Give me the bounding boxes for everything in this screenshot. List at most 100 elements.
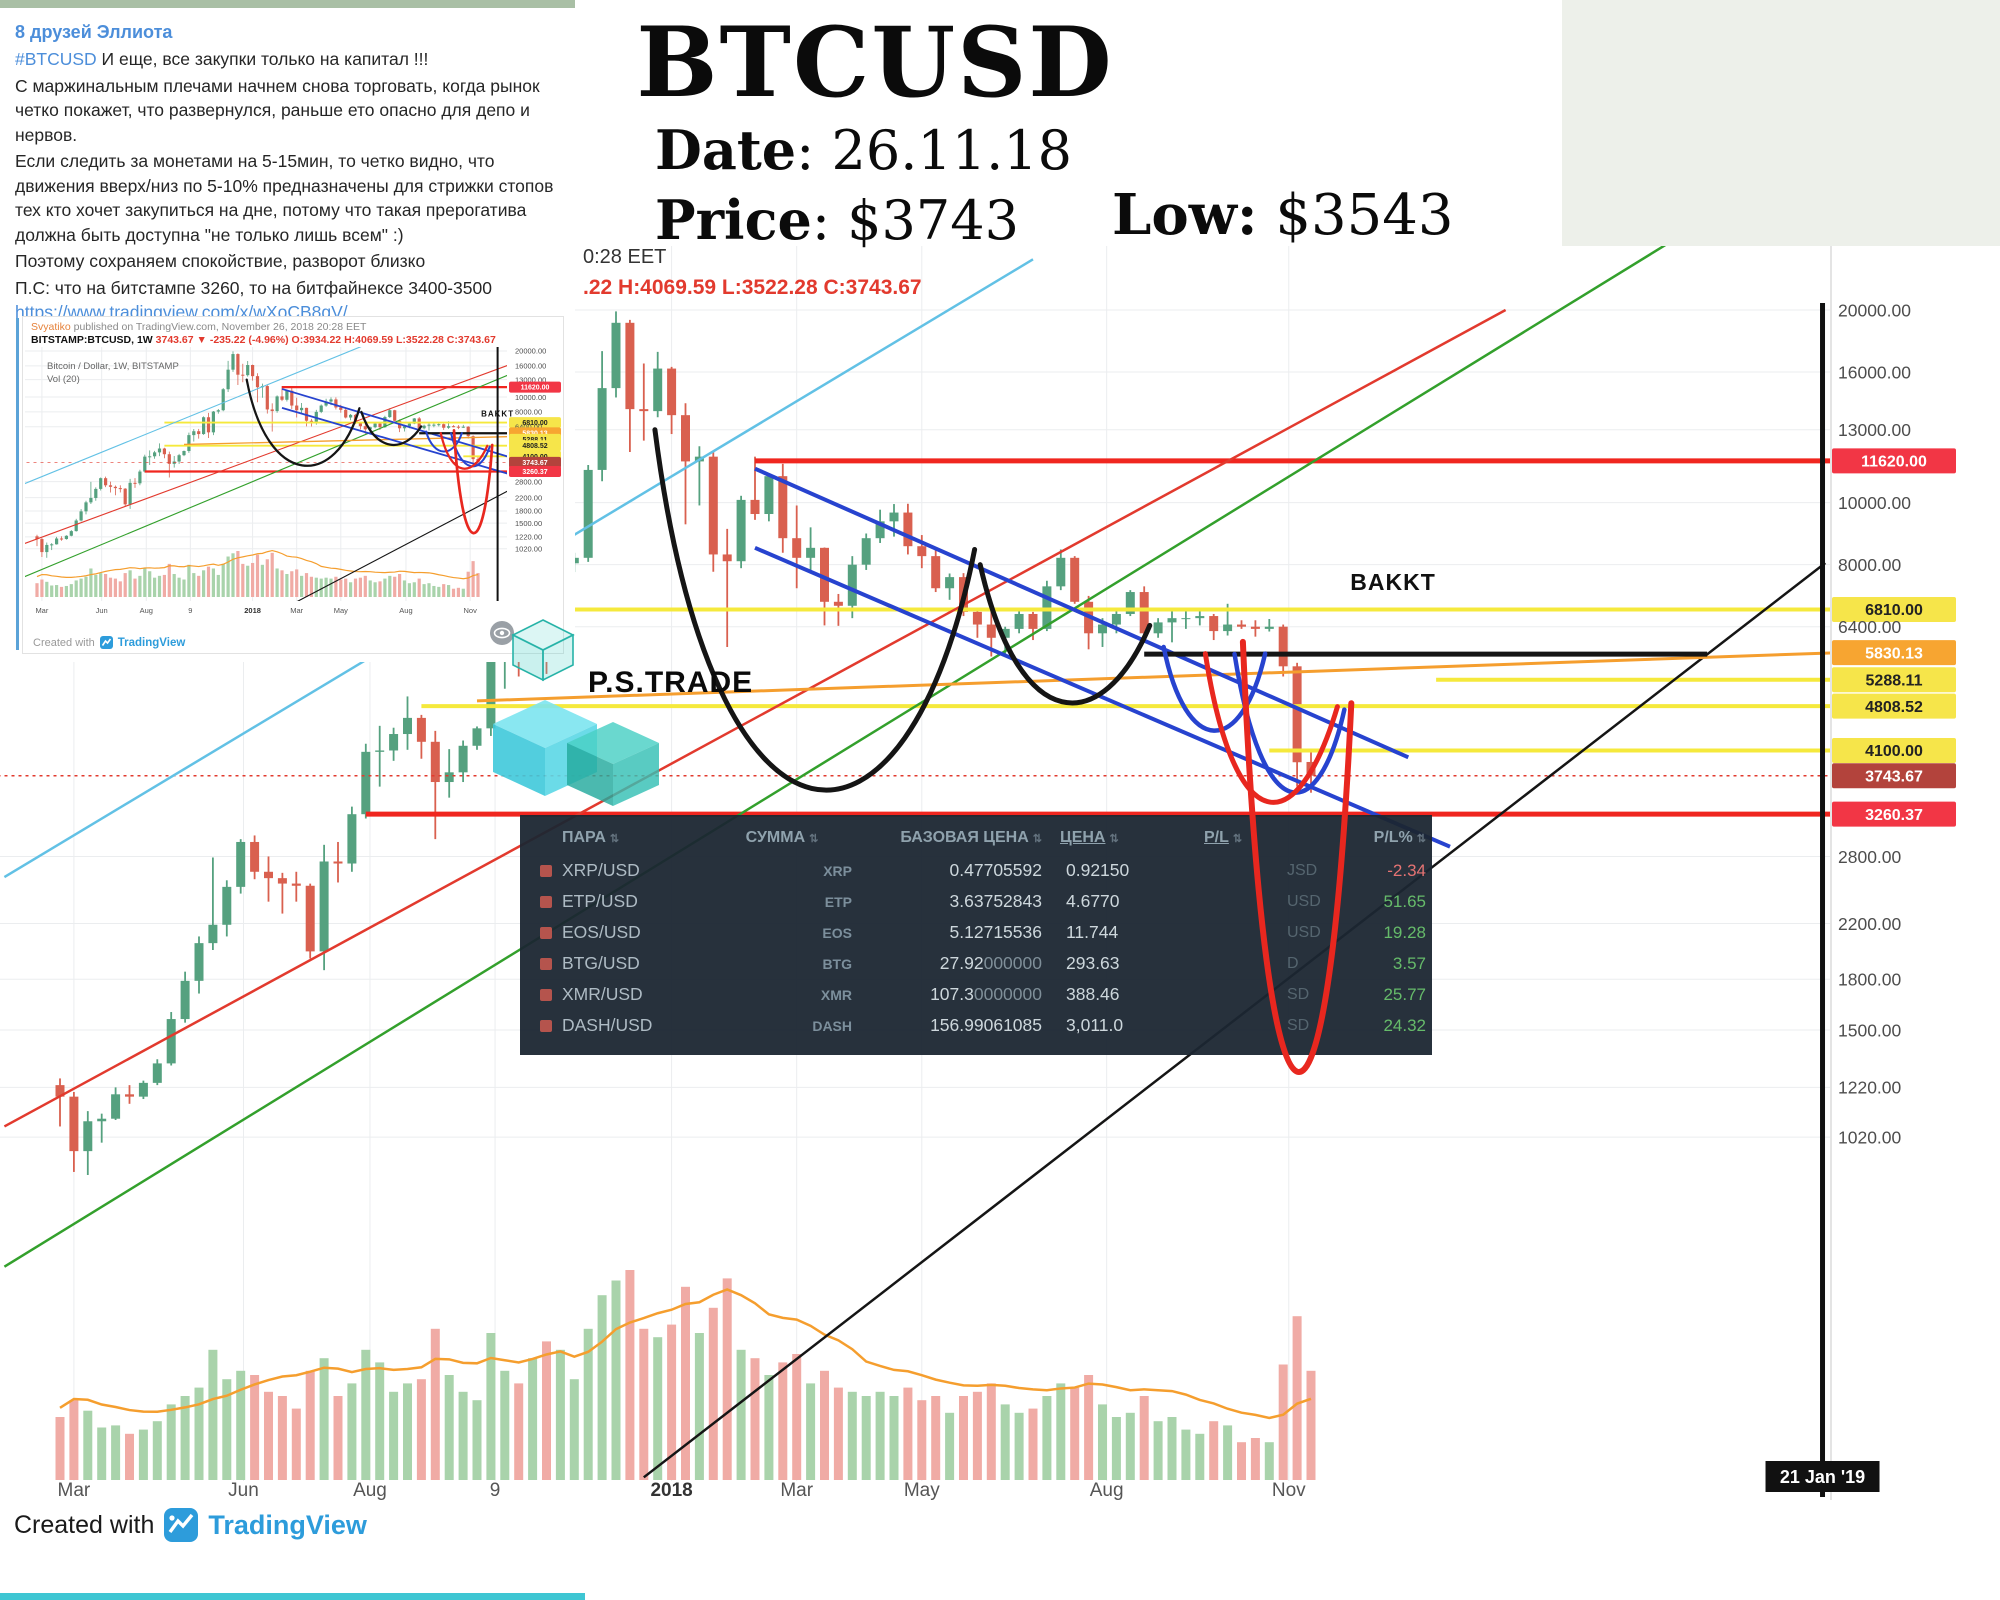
message-paragraph: С маржинальным плечами начнем снова торг… (15, 75, 540, 145)
footer-attribution: Created with TradingView (14, 1508, 367, 1542)
hashtag-link[interactable]: #BTCUSD (15, 49, 97, 69)
header-amount[interactable]: СУММА ⇅ (745, 829, 819, 846)
svg-text:6810.00: 6810.00 (1865, 602, 1923, 619)
sort-icon: ⇅ (1416, 833, 1426, 845)
time-axis-label: Jun (96, 606, 108, 615)
time-axis-label: Mar (290, 606, 303, 615)
channel-name[interactable]: 8 друзей Эллиота (15, 22, 173, 42)
base-price-cell: 5.12715536 (949, 922, 1042, 942)
svg-text:3743.67: 3743.67 (1865, 769, 1923, 786)
pair-cell: EOS/USD (562, 922, 641, 942)
price-axis-label: 16000.00 (1838, 362, 1911, 382)
sort-icon: ⇅ (809, 833, 819, 845)
svg-text:4808.52: 4808.52 (522, 443, 547, 450)
price-tag (1832, 737, 1956, 763)
time-axis-label: 2018 (244, 606, 261, 615)
ticker-cell: XRP (823, 862, 852, 879)
background-panel (1562, 0, 2000, 246)
header-price[interactable]: ЦЕНА ⇅ (1060, 829, 1119, 846)
tradingview-icon[interactable] (164, 1508, 199, 1542)
base-price-cell: 27.92000000 (939, 953, 1042, 973)
row-marker-icon (540, 1019, 552, 1032)
svg-text:21 Jan '19: 21 Jan '19 (1780, 1467, 1865, 1487)
header-base-price[interactable]: БАЗОВАЯ ЦЕНА ⇅ (900, 829, 1042, 846)
ghost-cell: SD (1287, 985, 1310, 1003)
price-axis-label: 20000.00 (515, 347, 546, 356)
price-cell: 293.63 (1066, 953, 1120, 973)
plot-area (25, 347, 507, 601)
tradingview-wordmark[interactable]: TradingView (208, 1509, 367, 1540)
thumbnail-legend: Bitcoin / Dollar, 1W, BITSTAMP Vol (20) (47, 361, 179, 385)
svg-text:3743.67: 3743.67 (522, 460, 547, 467)
time-axis-label: Mar (58, 1480, 91, 1501)
mini-price-chart[interactable]: BAKKT 20000.00 16000.00 13000.0011620.00100… (23, 347, 563, 623)
time-axis-label: May (334, 606, 348, 615)
svg-text:3260.37: 3260.37 (522, 469, 547, 476)
price-axis-label: 6400.00 (515, 422, 542, 431)
header-pair[interactable]: ПАРА ⇅ (562, 829, 620, 846)
ticker-cell: DASH (812, 1017, 852, 1034)
tradingview-icon (99, 636, 113, 649)
price-tag (1832, 801, 1956, 827)
price-tag (509, 456, 561, 468)
price-cell: 3,011.0 (1066, 1015, 1124, 1035)
price-axis-label: 13000.00 (1838, 420, 1911, 440)
price-line: Price: $3743 (655, 188, 1019, 252)
pl-pct-cell: -2.34 (1387, 860, 1426, 880)
chart-ohlc-values: .22 H:4069.59 L:3522.28 C:3743.67 (583, 276, 922, 299)
header-pl-pct[interactable]: P/L% ⇅ (1373, 829, 1426, 846)
table-row[interactable]: DASH/USD DASH 156.99061085 3,011.0 SD 24… (520, 1010, 1432, 1041)
low-line: Low: $3543 (1112, 182, 1454, 248)
header-pl[interactable]: P/L ⇅ (1204, 829, 1243, 846)
time-axis-label: Aug (1090, 1480, 1124, 1501)
time-axis-label: 2018 (650, 1480, 692, 1501)
price-axis-label: 1020.00 (515, 544, 542, 553)
table-row[interactable]: ETP/USD ETP 3.63752843 4.6770 USD 51.65 (520, 886, 1432, 917)
ghost-cell: USD (1287, 923, 1321, 941)
price-tag (509, 440, 561, 452)
price-axis-label: 13000.00 (515, 375, 546, 384)
volume-bars (55, 1270, 1316, 1480)
ticker-cell: BTG (822, 955, 852, 972)
pair-cell: BTG/USD (562, 953, 640, 973)
portfolio-table: ПАРА ⇅ СУММА ⇅ БАЗОВАЯ ЦЕНА ⇅ ЦЕНА ⇅ P/L ⇅ P/… (520, 815, 1432, 1055)
table-row[interactable]: XMR/USD XMR 107.30000000 388.46 SD 25.77 (520, 979, 1432, 1010)
price-axis-label: 8000.00 (1838, 555, 1902, 575)
price-axis-label: 1020.00 (1838, 1127, 1902, 1147)
price-axis-label: 10000.00 (515, 393, 546, 402)
volume-ma-line (36, 549, 479, 580)
time-axis-label: Aug (399, 606, 412, 615)
date-line: Date: 26.11.18 (655, 118, 1072, 182)
chart-thumbnail[interactable]: Svyatiko published on TradingView.com, N… (22, 316, 564, 654)
views-eye-icon (489, 620, 515, 651)
price-axis-label: 6400.00 (1838, 617, 1902, 637)
svg-text:5830.13: 5830.13 (1865, 645, 1923, 662)
table-header-row: ПАРА ⇅ СУММА ⇅ БАЗОВАЯ ЦЕНА ⇅ ЦЕНА ⇅ P/L ⇅ P/… (520, 821, 1432, 855)
table-row[interactable]: BTG/USD BTG 27.92000000 293.63 D 3.57 (520, 948, 1432, 979)
pair-cell: XMR/USD (562, 984, 643, 1004)
pair-cell: DASH/USD (562, 1015, 653, 1035)
row-marker-icon (540, 864, 552, 877)
thumbnail-symbol-line: BITSTAMP:BTCUSD, 1W 3743.67 ▼ -235.22 (-… (31, 334, 496, 346)
date-tag (1765, 1461, 1880, 1492)
bakkt-label: BAKKT (481, 410, 514, 419)
page-title: BTCUSD (636, 6, 1114, 119)
price-axis-label: 1220.00 (1838, 1078, 1902, 1098)
time-axis-label: Mar (35, 606, 48, 615)
chart-timestamp: 0:28 EET (583, 246, 667, 268)
table-row[interactable]: EOS/USD EOS 5.12715536 11.744 USD 19.28 (520, 917, 1432, 948)
price-axis-label: 2200.00 (515, 493, 542, 502)
pl-pct-cell: 19.28 (1383, 922, 1426, 942)
time-axis-label: 9 (490, 1480, 501, 1501)
table-row[interactable]: XRP/USD XRP 0.47705592 0.92150 JSD -2.34 (520, 855, 1432, 886)
pair-cell: ETP/USD (562, 891, 638, 911)
time-axis-label: Nov (463, 606, 477, 615)
price-tag (509, 417, 561, 429)
title-block: BTCUSD Date: 26.11.18 Price: $3743 Low: … (575, 0, 1562, 252)
time-axis-label: Jun (228, 1480, 259, 1501)
chart-header: 0:28 EET .22 H:4069.59 L:3522.28 C:3743.… (583, 246, 922, 300)
message-paragraph: Поэтому сохраняем спокойствие, разворот … (15, 251, 426, 271)
message-paragraph: Если следить за монетами на 5-15мин, то … (15, 151, 554, 245)
price-axis-label: 8000.00 (515, 408, 542, 417)
row-marker-icon (540, 926, 552, 939)
